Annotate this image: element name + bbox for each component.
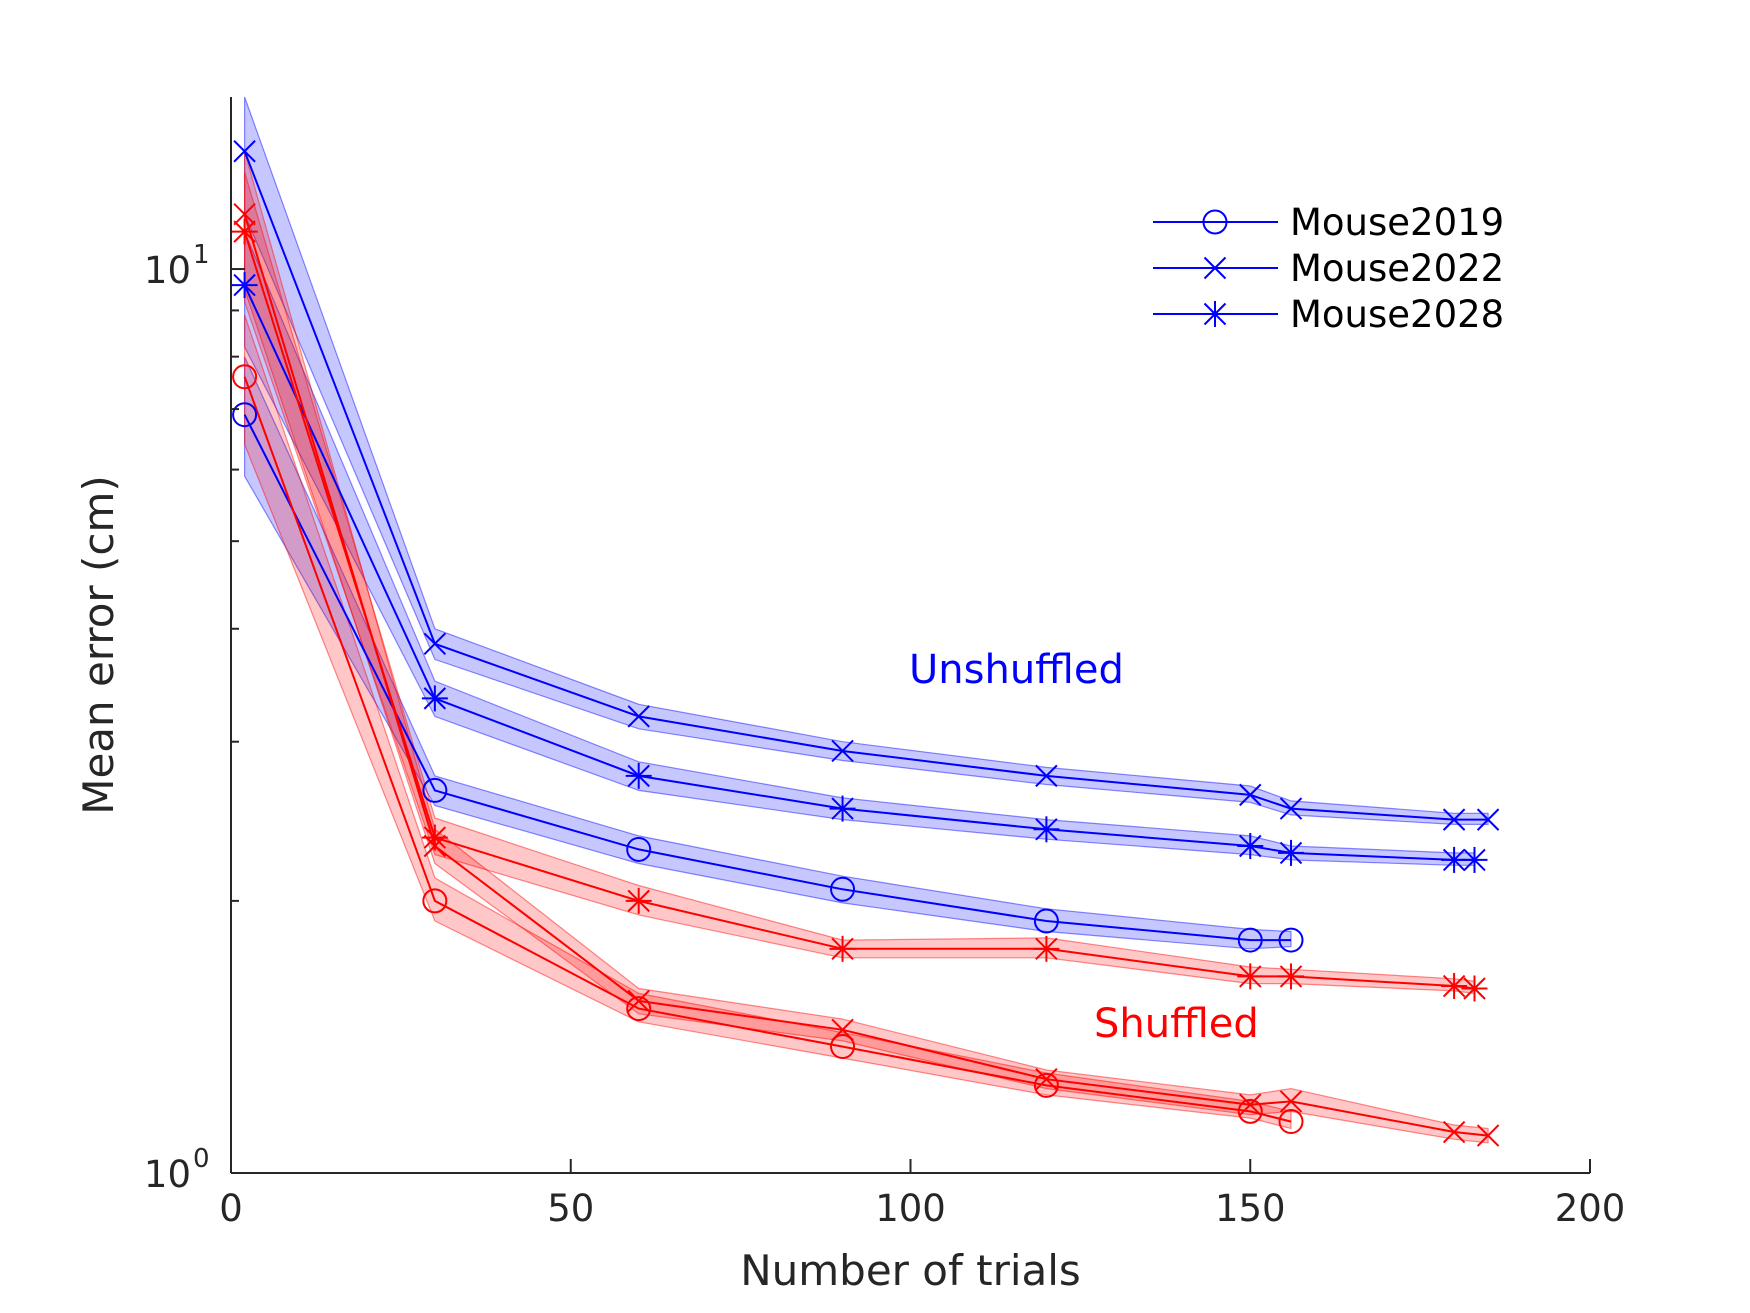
point-shuffled-star-8 (1461, 975, 1488, 1002)
point-shuffled-star-1 (421, 824, 448, 851)
point-shuffled-circle-1 (422, 888, 448, 914)
y-tick-exponent: 1 (193, 240, 210, 270)
point-unshuffled-circle-5 (1237, 927, 1263, 953)
point-shuffled-x-6 (1279, 1090, 1303, 1113)
point-shuffled-star-7 (1441, 973, 1468, 1000)
point-unshuffled-x-5 (1239, 783, 1262, 807)
point-shuffled-circle-4 (1033, 1072, 1059, 1098)
point-unshuffled-circle-1 (422, 777, 448, 803)
point-unshuffled-x-0 (233, 140, 256, 163)
series-line-shuffled-circle (243, 376, 1292, 1123)
point-unshuffled-star-7 (1441, 846, 1468, 873)
point-shuffled-x-7 (1442, 1120, 1466, 1144)
point-unshuffled-x-8 (1476, 808, 1500, 831)
point-unshuffled-x-7 (1442, 808, 1466, 831)
x-tick-label: 100 (875, 1187, 946, 1230)
point-unshuffled-star-0 (231, 272, 258, 299)
point-unshuffled-x-6 (1279, 797, 1303, 820)
legend-marker-circle (1202, 209, 1228, 235)
point-shuffled-x-2 (627, 989, 650, 1013)
legend-label: Mouse2019 (1290, 201, 1504, 244)
point-unshuffled-star-5 (1237, 833, 1264, 860)
legend-label: Mouse2022 (1290, 247, 1504, 290)
legend-entry-Mouse2022: Mouse2022 (1153, 247, 1504, 290)
point-shuffled-star-6 (1278, 963, 1305, 990)
point-shuffled-x-4 (1035, 1067, 1058, 1091)
point-shuffled-circle-6 (1278, 1109, 1304, 1135)
point-shuffled-star-2 (625, 887, 652, 914)
x-tick-label: 200 (1555, 1187, 1626, 1230)
band-unshuffled-circle (244, 356, 1292, 950)
point-shuffled-star-4 (1033, 935, 1060, 962)
x-tick-label: 50 (547, 1187, 594, 1230)
legend-label: Mouse2028 (1290, 293, 1504, 336)
point-unshuffled-circle-2 (626, 836, 652, 862)
x-tick-label: 0 (219, 1187, 243, 1230)
point-shuffled-circle-0 (232, 364, 258, 390)
point-unshuffled-x-1 (423, 632, 447, 655)
point-shuffled-x-8 (1476, 1124, 1500, 1147)
series-markers (231, 140, 1500, 1147)
point-unshuffled-star-8 (1461, 846, 1488, 873)
legend-marker-x (1203, 256, 1227, 280)
y-tick-exponent: 0 (193, 1144, 210, 1174)
point-shuffled-circle-5 (1237, 1098, 1263, 1124)
point-unshuffled-circle-0 (232, 402, 258, 428)
x-tick-label: 150 (1215, 1187, 1286, 1230)
point-unshuffled-circle-4 (1033, 908, 1059, 934)
series-line-unshuffled-circle (243, 414, 1291, 942)
point-shuffled-circle-3 (830, 1034, 856, 1060)
point-unshuffled-x-3 (831, 739, 854, 763)
y-tick-label: 10 (144, 1153, 191, 1196)
y-axis-title: Mean error (cm) (74, 475, 123, 815)
point-unshuffled-star-4 (1033, 816, 1060, 843)
point-unshuffled-star-1 (421, 685, 448, 712)
point-unshuffled-circle-3 (830, 876, 856, 902)
y-tick-label: 10 (144, 249, 191, 292)
legend-entry-Mouse2028: Mouse2028 (1153, 293, 1504, 336)
annotation-unshuffled: Unshuffled (909, 647, 1124, 693)
annotations: Unshuffled Shuffled (909, 647, 1259, 1047)
band-shuffled-x (244, 151, 1489, 1144)
point-unshuffled-x-4 (1035, 764, 1058, 788)
point-shuffled-star-5 (1237, 963, 1264, 990)
point-shuffled-x-3 (831, 1018, 854, 1042)
point-unshuffled-star-6 (1278, 839, 1305, 866)
x-axis-title: Number of trials (740, 1246, 1081, 1295)
point-unshuffled-star-3 (829, 795, 856, 822)
point-shuffled-star-0 (231, 218, 258, 245)
band-shuffled-circle (244, 314, 1292, 1130)
point-unshuffled-x-2 (627, 705, 650, 728)
legend-marker-star (1202, 301, 1228, 327)
legend-entry-Mouse2019: Mouse2019 (1153, 201, 1504, 244)
point-shuffled-x-5 (1239, 1093, 1262, 1116)
point-shuffled-circle-2 (626, 996, 652, 1022)
annotation-shuffled: Shuffled (1094, 1001, 1259, 1047)
point-unshuffled-star-2 (625, 762, 652, 789)
point-unshuffled-circle-6 (1278, 927, 1304, 953)
point-shuffled-star-3 (829, 935, 856, 962)
point-shuffled-x-0 (233, 202, 256, 226)
band-unshuffled-x (244, 96, 1489, 825)
